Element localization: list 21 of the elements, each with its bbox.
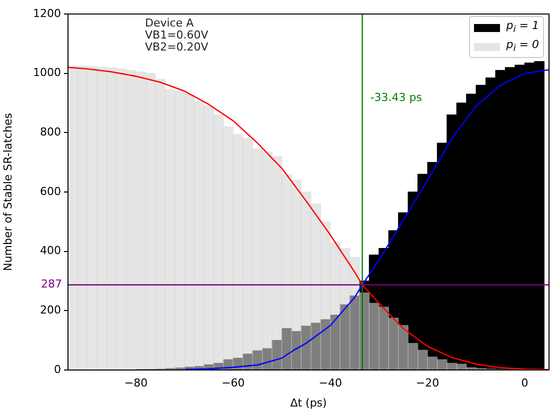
- ref-line-label: -33.43 ps: [370, 90, 422, 104]
- x-tick-label: −40: [318, 376, 342, 390]
- y-tick-label: 400: [40, 244, 61, 258]
- y-tick-label: 800: [40, 126, 61, 139]
- y-tick-label: 1000: [33, 66, 61, 80]
- y-tick-label: 1200: [33, 6, 61, 20]
- x-axis-title: Δt (ps): [290, 396, 327, 410]
- x-tick-label: −20: [416, 376, 440, 390]
- y-tick-label: 200: [40, 304, 61, 317]
- annotation: Device A: [145, 16, 194, 30]
- annotation: VB1=0.60V: [145, 28, 209, 42]
- x-tick-label: 0: [521, 376, 528, 390]
- y-axis-title: Number of Stable SR-latches: [1, 112, 14, 271]
- legend-label: p$_{i}$ = 1: [506, 18, 539, 38]
- legend-label: p$_{i}$ = 0: [506, 37, 539, 56]
- y-tick-label: 600: [40, 184, 61, 198]
- y-tick-label: 0: [54, 362, 61, 376]
- annotation: VB2=0.20V: [145, 40, 209, 54]
- x-tick-label: −60: [222, 376, 245, 390]
- x-tick-label: −80: [124, 376, 148, 390]
- ref-line-label: 287: [41, 278, 62, 291]
